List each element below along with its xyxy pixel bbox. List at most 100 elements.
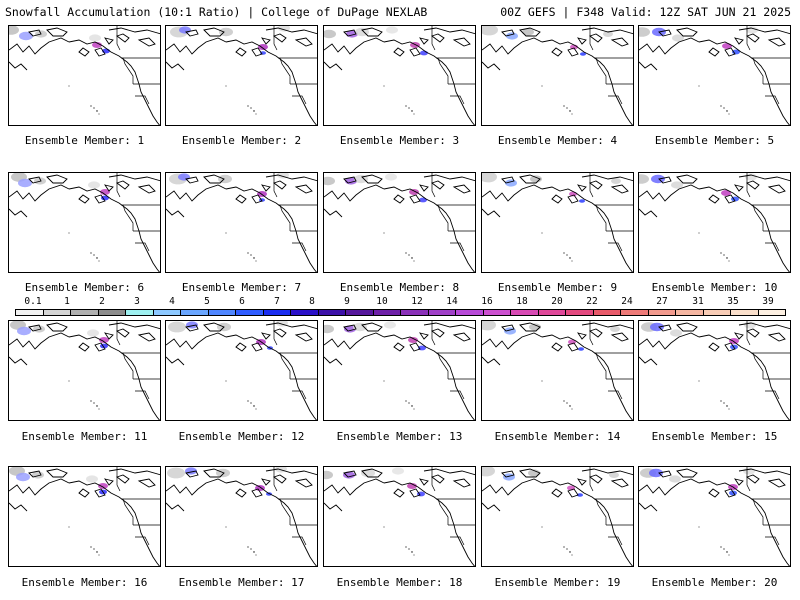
coastline-borders: [166, 467, 317, 566]
colorbar-swatch: [511, 310, 539, 315]
ensemble-member-label: Ensemble Member: 20: [651, 576, 778, 589]
colorbar-swatch: [676, 310, 704, 315]
ensemble-member-label: Ensemble Member: 7: [181, 281, 302, 294]
colorbar-swatch: [731, 310, 759, 315]
ensemble-member-map: [323, 25, 476, 126]
colorbar-tick-label: 0.1: [24, 296, 42, 307]
colorbar-swatch: [566, 310, 594, 315]
colorbar-swatch: [153, 310, 181, 315]
colorbar-labels: 0.1 1 2 3 4 5 6 7 8 9 10 12 14 16 18 20 22 24 27 31 35 39: [15, 296, 786, 308]
colorbar-swatch: [236, 310, 264, 315]
ensemble-member-label: Ensemble Member: 6: [24, 281, 145, 294]
colorbar-tick-label: 24: [621, 296, 633, 307]
colorbar-tick-label: 9: [344, 296, 350, 307]
ensemble-member-label: Ensemble Member: 1: [24, 134, 145, 147]
ensemble-member-label: Ensemble Member: 15: [651, 430, 778, 443]
coastline-borders: [166, 26, 317, 125]
ensemble-member-label: Ensemble Member: 4: [497, 134, 618, 147]
colorbar-swatch: [98, 310, 126, 315]
colorbar-tick-label: 20: [551, 296, 563, 307]
snowfall-overlay: [482, 467, 619, 497]
colorbar-swatch: [16, 310, 44, 315]
colorbar-tick-label: 16: [481, 296, 493, 307]
run-info: 00Z GEFS | F348 Valid: 12Z SAT JUN 21 20…: [500, 5, 791, 19]
ensemble-member-map: [481, 320, 634, 421]
colorbar-swatch: [538, 310, 566, 315]
snowfall-colorbar: 0.1 1 2 3 4 5 6 7 8 9 10 12 14 16 18 20 22 24 27 31 35 39: [15, 296, 786, 318]
colorbar-tick-label: 5: [204, 296, 210, 307]
colorbar-swatch: [593, 310, 621, 315]
ensemble-member-map: [638, 320, 791, 421]
ensemble-member-map: [323, 320, 476, 421]
ensemble-member-map: [165, 320, 318, 421]
coastline-borders: [639, 321, 790, 420]
colorbar-tick-label: 31: [692, 296, 704, 307]
ensemble-member-map: [165, 172, 318, 273]
ensemble-member-label: Ensemble Member: 12: [178, 430, 305, 443]
ensemble-member-label: Ensemble Member: 8: [339, 281, 460, 294]
ensemble-member-map: [165, 25, 318, 126]
snowfall-overlay: [641, 321, 756, 350]
colorbar-swatch: [346, 310, 374, 315]
colorbar-tick-label: 4: [169, 296, 175, 307]
ensemble-member-map: [638, 172, 791, 273]
ensemble-member-label: Ensemble Member: 10: [651, 281, 778, 294]
colorbar-strip: [15, 309, 786, 316]
ensemble-member-map: [8, 466, 161, 567]
coastline-borders: [324, 26, 475, 125]
ensemble-member-map: [165, 466, 318, 567]
coastline-borders: [9, 467, 160, 566]
ensemble-member-label: Ensemble Member: 13: [336, 430, 463, 443]
snowfall-overlay: [324, 467, 425, 497]
colorbar-tick-label: 27: [656, 296, 668, 307]
ensemble-member-label: Ensemble Member: 14: [494, 430, 621, 443]
ensemble-member-label: Ensemble Member: 9: [497, 281, 618, 294]
snowfall-overlay: [11, 173, 110, 201]
colorbar-tick-label: 2: [99, 296, 105, 307]
colorbar-tick-label: 39: [762, 296, 774, 307]
coastline-borders: [166, 321, 317, 420]
colorbar-swatch: [483, 310, 511, 315]
ensemble-member-label: Ensemble Member: 2: [181, 134, 302, 147]
snowfall-overlay: [640, 467, 755, 496]
ensemble-member-map: [8, 172, 161, 273]
snowfall-overlay: [170, 26, 290, 55]
ensemble-member-label: Ensemble Member: 17: [178, 576, 305, 589]
snowfall-overlay: [9, 467, 108, 495]
colorbar-tick-label: 12: [411, 296, 423, 307]
snowfall-overlay: [169, 173, 289, 202]
colorbar-swatch: [126, 310, 154, 315]
colorbar-swatch: [373, 310, 401, 315]
snowfall-overlay: [639, 26, 758, 55]
coastline-borders: [166, 173, 317, 272]
snowfall-overlay: [482, 173, 621, 203]
colorbar-tick-label: 3: [134, 296, 140, 307]
colorbar-tick-label: 14: [446, 296, 458, 307]
colorbar-swatch: [758, 310, 785, 315]
ensemble-member-label: Ensemble Member: 11: [21, 430, 148, 443]
snowfall-overlay: [10, 321, 109, 349]
colorbar-swatch: [263, 310, 291, 315]
colorbar-swatch: [621, 310, 649, 315]
colorbar-swatch: [318, 310, 346, 315]
ensemble-member-map: [481, 466, 634, 567]
ensemble-member-label: Ensemble Member: 5: [654, 134, 775, 147]
coastline-borders: [639, 173, 790, 272]
coastline-borders: [482, 467, 633, 566]
ensemble-member-map: [481, 25, 634, 126]
colorbar-swatch: [181, 310, 209, 315]
colorbar-swatch: [43, 310, 71, 315]
map-title: Snowfall Accumulation (10:1 Ratio) | Col…: [5, 5, 428, 19]
ensemble-member-map: [8, 25, 161, 126]
coastline-borders: [324, 467, 475, 566]
colorbar-swatch: [291, 310, 319, 315]
coastline-borders: [482, 26, 633, 125]
coastline-borders: [9, 26, 160, 125]
ensemble-member-map: [323, 466, 476, 567]
colorbar-tick-label: 1: [64, 296, 70, 307]
colorbar-swatch: [428, 310, 456, 315]
colorbar-swatch: [456, 310, 484, 315]
colorbar-tick-label: 22: [586, 296, 598, 307]
colorbar-swatch: [703, 310, 731, 315]
colorbar-swatch: [208, 310, 236, 315]
